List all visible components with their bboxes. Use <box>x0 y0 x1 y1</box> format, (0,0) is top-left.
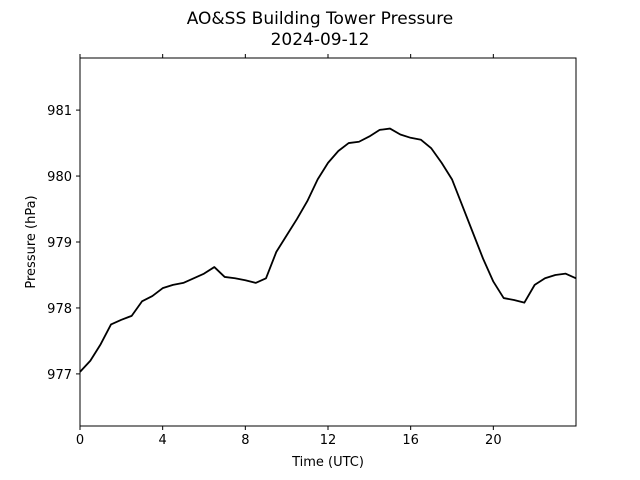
y-tick-label: 979 <box>47 236 72 251</box>
line <box>79 127 577 373</box>
x-axis-label: Time (UTC) <box>291 455 364 470</box>
x-tick-label: 12 <box>320 433 337 448</box>
y-tick-label: 977 <box>47 368 72 383</box>
x-tick-label: 4 <box>159 433 167 448</box>
y-axis-label: Pressure (hPa) <box>24 195 39 288</box>
chart-subtitle: 2024-09-12 <box>271 30 370 50</box>
y-tick-label: 980 <box>47 170 72 185</box>
chart-title: AO&SS Building Tower Pressure <box>187 9 454 29</box>
y-tick-label: 978 <box>47 302 72 317</box>
x-tick-label: 20 <box>485 433 502 448</box>
y-tick-label: 981 <box>47 104 72 119</box>
x-tick-label: 8 <box>241 433 249 448</box>
x-tick-label: 0 <box>76 433 84 448</box>
plot-frame <box>79 57 577 427</box>
x-tick-label: 16 <box>402 433 419 448</box>
